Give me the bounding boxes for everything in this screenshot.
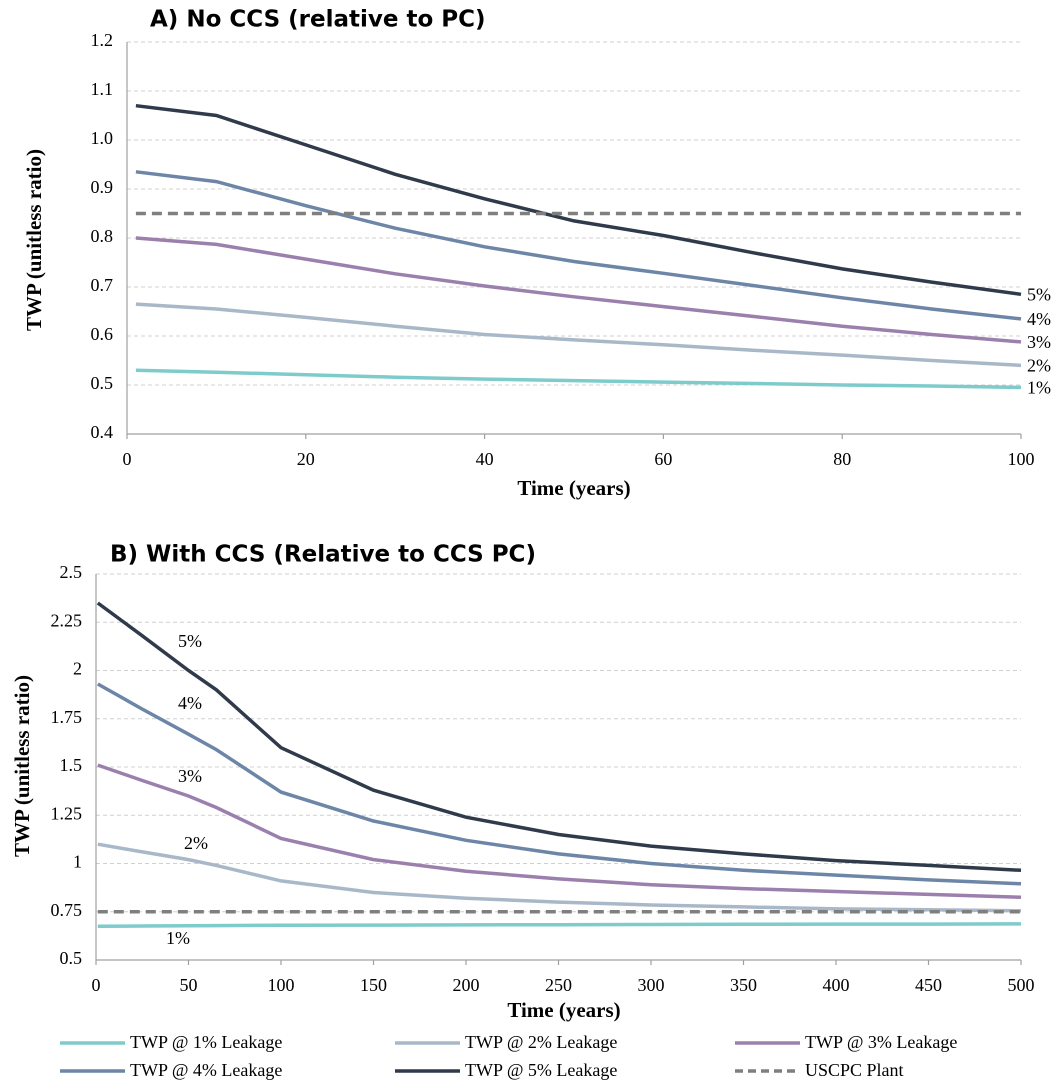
x-tick-label: 60 — [654, 449, 672, 469]
x-tick-label: 150 — [360, 975, 387, 995]
data-label: 3% — [178, 766, 202, 786]
x-tick-label: 0 — [123, 449, 132, 469]
legend-label: TWP @ 5% Leakage — [465, 1060, 617, 1080]
y-tick-label: 1.5 — [60, 755, 83, 775]
y-tick-label: 0.4 — [91, 422, 114, 442]
chart-title: B) With CCS (Relative to CCS PC) — [110, 542, 536, 568]
x-tick-label: 300 — [638, 975, 665, 995]
data-label: 3% — [1027, 332, 1051, 352]
y-tick-label: 1.2 — [91, 30, 114, 50]
data-label: 5% — [1027, 284, 1051, 304]
y-tick-label: 0.8 — [91, 226, 114, 246]
x-tick-label: 0 — [92, 975, 101, 995]
y-tick-label: 0.7 — [91, 275, 114, 295]
chart-title: A) No CCS (relative to PC) — [150, 7, 486, 33]
y-tick-label: 0.5 — [91, 373, 114, 393]
data-label: 2% — [1027, 356, 1051, 376]
data-label: 1% — [166, 928, 190, 948]
y-tick-label: 0.9 — [91, 177, 114, 197]
legend-label: TWP @ 2% Leakage — [465, 1032, 617, 1052]
x-tick-label: 80 — [833, 449, 851, 469]
series-line — [135, 368, 1022, 390]
x-tick-label: 50 — [180, 975, 198, 995]
y-axis-title: TWP (unitless ratio) — [10, 675, 34, 857]
x-tick-label: 500 — [1008, 975, 1035, 995]
data-label: 4% — [178, 693, 202, 713]
y-tick-label: 2 — [73, 659, 82, 679]
x-tick-label: 350 — [730, 975, 757, 995]
y-tick-label: 1.1 — [91, 79, 114, 99]
y-tick-label: 1.75 — [51, 707, 83, 727]
x-axis-title: Time (years) — [507, 998, 620, 1022]
y-tick-label: 2.5 — [60, 562, 83, 582]
y-tick-label: 0.75 — [51, 900, 83, 920]
series-line — [97, 922, 1022, 928]
y-tick-label: 0.6 — [91, 324, 114, 344]
data-label: 1% — [1027, 378, 1051, 398]
y-tick-label: 1 — [73, 852, 82, 872]
x-tick-label: 400 — [823, 975, 850, 995]
series-line — [96, 601, 1022, 873]
y-tick-label: 1.0 — [91, 128, 114, 148]
y-tick-label: 1.25 — [51, 803, 83, 823]
series-line — [135, 236, 1022, 344]
x-tick-label: 200 — [453, 975, 480, 995]
x-tick-label: 450 — [915, 975, 942, 995]
legend-label: USCPC Plant — [805, 1060, 904, 1080]
series-line — [97, 763, 1022, 900]
x-tick-label: 100 — [268, 975, 295, 995]
series-line — [135, 103, 1022, 297]
data-label: 5% — [178, 631, 202, 651]
x-tick-label: 100 — [1008, 449, 1035, 469]
y-axis-title: TWP (unitless ratio) — [22, 149, 46, 331]
data-label: 2% — [184, 833, 208, 853]
legend-label: TWP @ 3% Leakage — [805, 1032, 957, 1052]
x-tick-label: 250 — [545, 975, 572, 995]
x-tick-label: 20 — [297, 449, 315, 469]
series-line — [96, 682, 1022, 886]
legend-label: TWP @ 4% Leakage — [130, 1060, 282, 1080]
series-line — [135, 302, 1022, 368]
data-label: 4% — [1027, 309, 1051, 329]
x-axis-title: Time (years) — [517, 476, 630, 500]
legend-label: TWP @ 1% Leakage — [130, 1032, 282, 1052]
series-line — [135, 170, 1022, 321]
series-line — [97, 842, 1022, 913]
x-tick-label: 40 — [476, 449, 494, 469]
y-tick-label: 0.5 — [60, 948, 83, 968]
y-tick-label: 2.25 — [51, 610, 83, 630]
